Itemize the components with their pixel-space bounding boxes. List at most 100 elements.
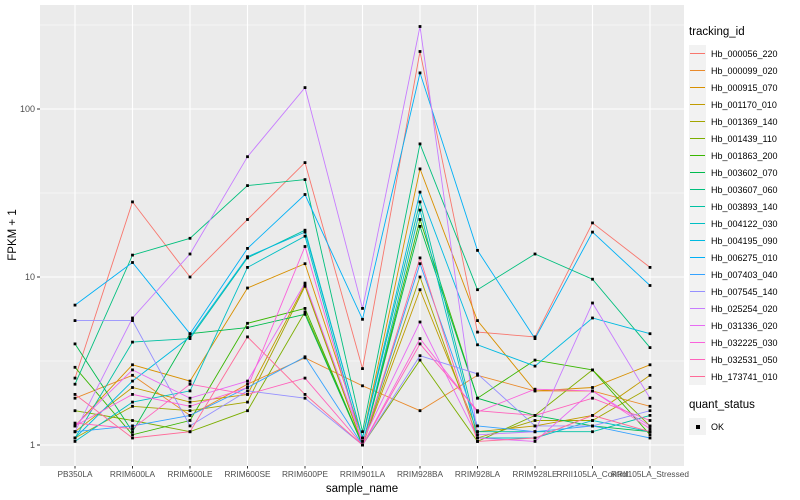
series-color-line-icon [690,307,705,310]
data-point [418,256,422,260]
data-point [303,396,307,400]
data-point [418,25,422,28]
data-point [131,427,134,431]
data-point [591,277,594,281]
series-color-line-icon [690,171,705,174]
legend-item-label: Hb_173741_010 [711,371,778,382]
legend-item-label: Hb_007545_140 [711,286,778,297]
data-point [533,337,537,340]
legend-title-quant-status: quant_status [689,399,755,411]
data-point [476,433,479,437]
data-point [246,286,249,290]
data-point [246,326,249,329]
data-point [476,410,479,414]
data-point [246,184,249,187]
series-color-line-icon [690,256,705,259]
data-point [533,335,537,339]
data-point [188,430,192,434]
series-color-line-icon [690,358,705,361]
data-point [533,364,537,368]
y-tick-label: 100 [20,104,35,114]
series-color-line-icon [690,69,705,72]
data-point [476,249,479,252]
x-tick-label: RRIM928LE [512,469,558,479]
y-axis-title: FPKM + 1 [7,209,19,261]
data-point [303,284,307,288]
data-point [476,330,479,334]
y-tick-label: 10 [25,272,35,282]
series-color-line-icon [690,154,705,157]
legend-line-swatch [689,317,706,334]
x-axis-title: sample_name [325,483,399,495]
data-point [131,430,134,434]
data-point [188,396,192,400]
data-point [246,255,249,259]
data-point [131,436,134,440]
data-point [303,193,307,196]
data-point [188,404,192,408]
data-point [73,319,77,322]
data-point [476,430,479,434]
legend-item-label: Hb_003893_140 [711,201,778,212]
data-point [131,419,134,422]
data-point [418,337,422,340]
series-color-line-icon [690,86,705,89]
data-point [418,409,422,413]
data-point [418,167,422,171]
data-point [73,424,77,428]
legend-line-swatch [689,249,706,266]
data-point [648,386,652,389]
legend-line-swatch [689,232,706,249]
legend-item-label: Hb_001863_200 [711,150,778,161]
data-point [648,332,652,336]
legend-line-swatch [689,62,706,79]
data-point [361,367,364,370]
data-point [648,284,652,287]
legend-item-label: Hb_007403_040 [711,269,778,280]
legend-item: Hb_032225_030 [689,334,799,351]
data-point [303,245,307,248]
data-point [73,393,77,396]
x-tick-label: RRII105LA_Control [557,469,629,479]
data-point [188,337,192,340]
legend-line-swatch [689,266,706,283]
series-color-line-icon [690,52,705,55]
series-color-line-icon [690,188,705,191]
data-point [73,440,77,443]
y-tick-label: 1 [30,440,35,450]
data-point [418,342,422,346]
legend-item: Hb_000915_070 [689,79,799,96]
data-point [188,409,192,413]
data-point [418,354,422,358]
data-point [303,281,307,285]
data-point [361,307,364,310]
data-point [303,234,307,238]
legend-line-swatch [689,164,706,181]
data-point [476,424,479,428]
data-point [361,440,364,443]
data-point [73,396,77,400]
legend-item-label: Hb_032225_030 [711,337,778,348]
data-point [188,335,192,339]
data-point [73,409,77,413]
data-point [131,261,134,264]
legend-line-swatch [689,334,706,351]
data-point [188,275,192,279]
data-point [648,414,652,417]
legend-item-label: Hb_004195_090 [711,235,778,246]
data-point [246,155,249,159]
data-point [303,310,307,314]
data-point [533,440,537,443]
x-tick-label: RRIM928BA [397,469,444,479]
data-point [533,358,537,362]
legend-item-label: Hb_006275_010 [711,252,778,263]
data-point [591,316,594,320]
data-point [188,424,192,428]
data-point [303,262,307,266]
data-point [418,190,422,194]
legend-line-swatch [689,130,706,147]
data-point [246,379,249,383]
legend-item: Hb_001863_200 [689,147,799,164]
data-point [591,221,594,225]
